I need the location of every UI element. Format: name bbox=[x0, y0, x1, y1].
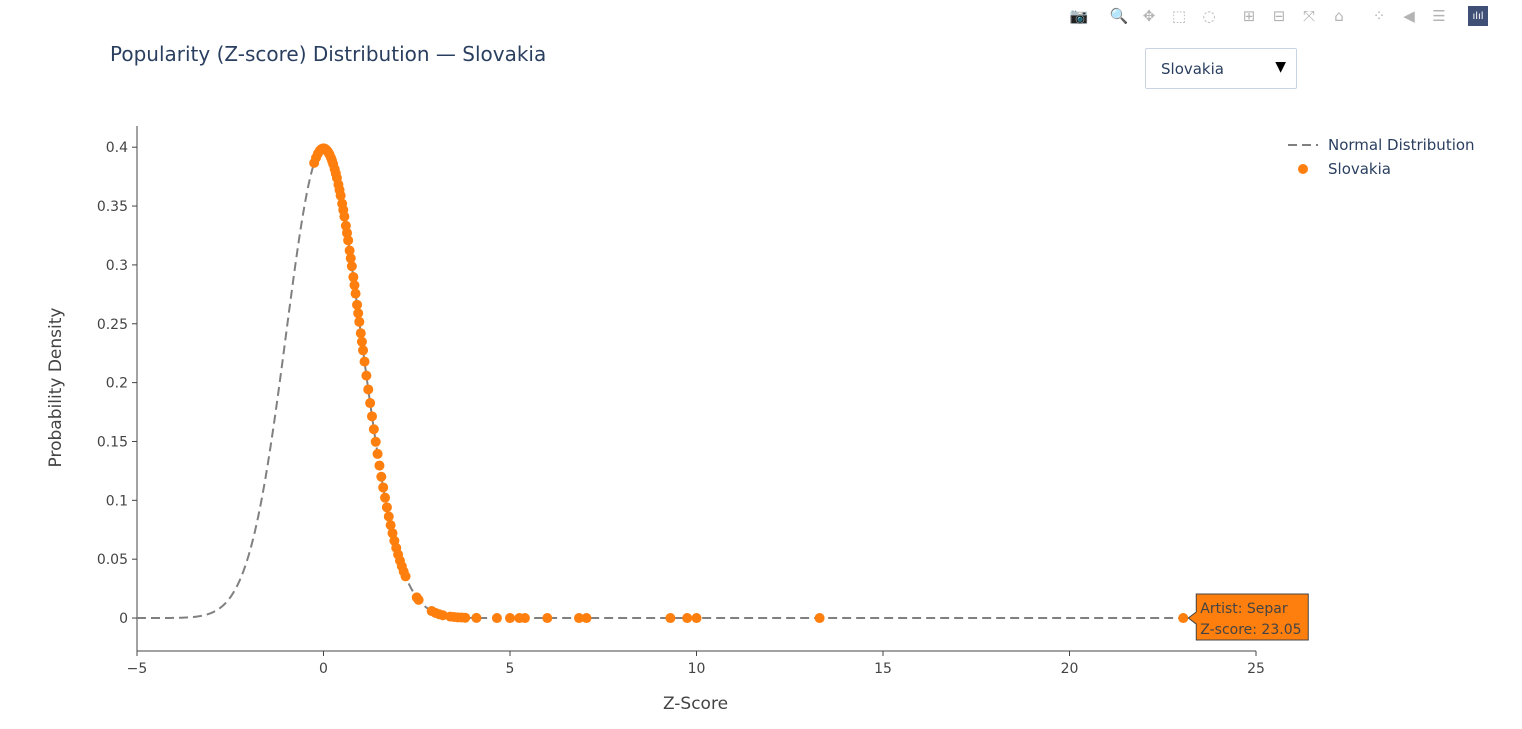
slovakia-point[interactable] bbox=[352, 299, 363, 310]
slovakia-point[interactable] bbox=[335, 190, 346, 201]
y-tick-label: 0.25 bbox=[97, 317, 128, 333]
x-tick-label: 25 bbox=[1247, 661, 1265, 677]
x-tick-label: 10 bbox=[688, 661, 706, 677]
zoom-out-icon[interactable]: ⊟ bbox=[1272, 7, 1286, 25]
slovakia-point[interactable] bbox=[349, 280, 360, 291]
plotly-logo-icon[interactable]: ılıl bbox=[1468, 6, 1488, 26]
x-tick-label: 0 bbox=[319, 661, 328, 677]
x-tick-label: 5 bbox=[506, 661, 515, 677]
slovakia-point[interactable] bbox=[359, 356, 370, 367]
lasso-select-icon[interactable]: ◌ bbox=[1202, 7, 1216, 25]
slovakia-point[interactable] bbox=[378, 482, 389, 493]
legend-label-normal[interactable]: Normal Distribution bbox=[1328, 136, 1475, 154]
slovakia-point[interactable] bbox=[574, 613, 585, 624]
y-tick-label: 0 bbox=[119, 611, 128, 627]
slovakia-point[interactable] bbox=[814, 613, 825, 624]
spike-lines-icon[interactable]: ⁘ bbox=[1372, 7, 1386, 25]
pan-icon[interactable]: ✥ bbox=[1142, 7, 1156, 25]
slovakia-point[interactable] bbox=[519, 613, 530, 624]
slovakia-point[interactable] bbox=[437, 610, 448, 621]
slovakia-point[interactable] bbox=[542, 613, 553, 624]
slovakia-point[interactable] bbox=[368, 424, 379, 435]
slovakia-point[interactable] bbox=[339, 211, 350, 222]
autoscale-icon[interactable]: ⤧ bbox=[1302, 7, 1315, 25]
hover-closest-icon[interactable]: ◀ bbox=[1403, 7, 1415, 25]
x-tick-label: −5 bbox=[127, 661, 148, 677]
x-axis-title: Z-Score bbox=[663, 694, 728, 714]
slovakia-point[interactable] bbox=[691, 613, 702, 624]
slovakia-point[interactable] bbox=[363, 384, 374, 395]
y-tick-label: 0.35 bbox=[97, 199, 128, 215]
slovakia-point[interactable] bbox=[354, 316, 365, 327]
slovakia-point[interactable] bbox=[665, 613, 676, 624]
slovakia-point[interactable] bbox=[383, 511, 394, 522]
slovakia-point[interactable] bbox=[374, 460, 385, 471]
slovakia-point[interactable] bbox=[372, 448, 383, 459]
box-select-icon[interactable]: ⬚ bbox=[1171, 7, 1187, 25]
reset-axes-icon[interactable]: ⌂ bbox=[1334, 7, 1344, 25]
chart-title: Popularity (Z-score) Distribution — Slov… bbox=[110, 42, 547, 66]
country-dropdown[interactable]: Slovakia ▼ bbox=[1145, 48, 1297, 89]
hover-tooltip-box bbox=[1187, 593, 1309, 641]
zoom-in-icon[interactable]: ⊞ bbox=[1242, 7, 1256, 25]
slovakia-point[interactable] bbox=[345, 253, 356, 264]
slovakia-point[interactable] bbox=[346, 261, 357, 272]
zoom-icon[interactable]: 🔍 bbox=[1109, 7, 1129, 25]
y-axis-title: Probability Density bbox=[46, 308, 66, 468]
slovakia-point[interactable] bbox=[581, 613, 592, 624]
y-tick-label: 0.4 bbox=[106, 140, 128, 156]
y-tick-label: 0.3 bbox=[106, 258, 128, 274]
slovakia-point[interactable] bbox=[353, 308, 364, 319]
slovakia-point[interactable] bbox=[343, 235, 354, 246]
slovakia-point[interactable] bbox=[366, 411, 377, 422]
normal-distribution-line[interactable] bbox=[137, 147, 1256, 620]
hover-tooltip-artist: Artist: Separ bbox=[1200, 601, 1288, 617]
slovakia-point[interactable] bbox=[365, 398, 376, 409]
slovakia-point[interactable] bbox=[348, 272, 359, 283]
y-tick-label: 0.2 bbox=[106, 376, 128, 392]
slovakia-point[interactable] bbox=[682, 613, 693, 624]
slovakia-point[interactable] bbox=[350, 288, 361, 299]
slovakia-point[interactable] bbox=[380, 492, 391, 503]
slovakia-point[interactable] bbox=[341, 227, 352, 238]
slovakia-point[interactable] bbox=[491, 613, 502, 624]
slovakia-point[interactable] bbox=[344, 245, 355, 256]
slovakia-point[interactable] bbox=[471, 612, 482, 623]
slovakia-point[interactable] bbox=[356, 336, 367, 347]
slovakia-point[interactable] bbox=[361, 370, 372, 381]
slovakia-point[interactable] bbox=[460, 612, 471, 623]
chevron-down-icon: ▼ bbox=[1275, 59, 1286, 75]
slovakia-point[interactable] bbox=[355, 328, 366, 339]
legend-marker-swatch[interactable] bbox=[1298, 164, 1308, 174]
x-tick-label: 20 bbox=[1061, 661, 1079, 677]
hover-compare-icon[interactable]: ☰ bbox=[1432, 7, 1446, 25]
slovakia-point[interactable] bbox=[370, 436, 381, 447]
hover-tooltip-zscore: Z-score: 23.05 bbox=[1200, 622, 1301, 638]
slovakia-point[interactable] bbox=[413, 594, 424, 605]
y-tick-label: 0.05 bbox=[97, 552, 128, 568]
slovakia-point[interactable] bbox=[376, 471, 387, 482]
legend-label-slovakia[interactable]: Slovakia bbox=[1328, 160, 1391, 178]
slovakia-point[interactable] bbox=[400, 571, 411, 582]
slovakia-point[interactable] bbox=[381, 502, 392, 513]
slovakia-point[interactable] bbox=[358, 345, 369, 356]
dropdown-selected-value: Slovakia bbox=[1161, 60, 1224, 78]
slovakia-point[interactable] bbox=[1178, 613, 1189, 624]
camera-icon[interactable]: 📷 bbox=[1069, 7, 1089, 25]
slovakia-point[interactable] bbox=[505, 613, 515, 624]
x-tick-label: 15 bbox=[874, 661, 892, 677]
slovakia-point[interactable] bbox=[385, 520, 396, 531]
slovakia-point[interactable] bbox=[387, 528, 398, 539]
y-tick-label: 0.1 bbox=[106, 493, 128, 509]
y-tick-label: 0.15 bbox=[97, 434, 128, 450]
